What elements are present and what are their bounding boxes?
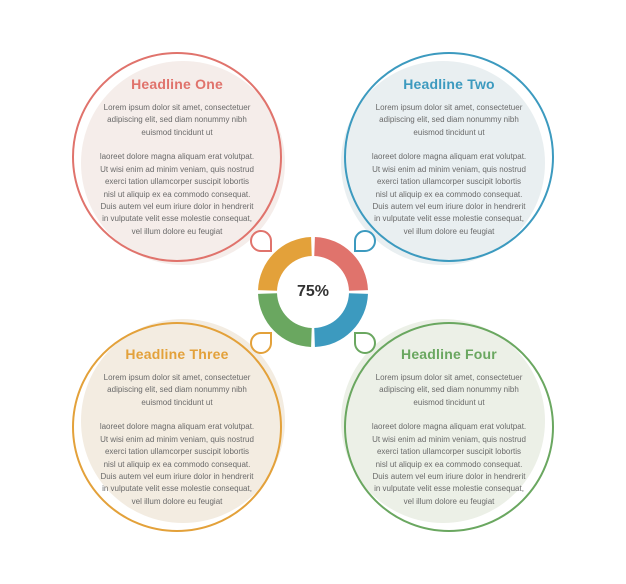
bubble-body: Lorem ipsum dolor sit amet, consectetuer…	[370, 102, 528, 238]
center-donut: 75%	[258, 237, 368, 347]
bubble-headline: Headline Two	[403, 76, 495, 92]
bubble-text: Headline One Lorem ipsum dolor sit amet, …	[72, 52, 282, 262]
bubble-headline: Headline Three	[125, 346, 228, 362]
bubble-text: Headline Two Lorem ipsum dolor sit amet, …	[344, 52, 554, 262]
infographic-stage: Headline One Lorem ipsum dolor sit amet, …	[0, 0, 626, 584]
bubble-body: Lorem ipsum dolor sit amet, consectetuer…	[98, 372, 256, 508]
bubble-headline: Headline Four	[401, 346, 497, 362]
bubble-two: Headline Two Lorem ipsum dolor sit amet, …	[344, 52, 554, 262]
bubble-three: Headline Three Lorem ipsum dolor sit amet…	[72, 322, 282, 532]
bubble-text: Headline Three Lorem ipsum dolor sit amet…	[72, 322, 282, 532]
donut-center-label: 75%	[258, 237, 368, 347]
bubble-one: Headline One Lorem ipsum dolor sit amet, …	[72, 52, 282, 262]
bubble-headline: Headline One	[131, 76, 223, 92]
bubble-body: Lorem ipsum dolor sit amet, consectetuer…	[98, 102, 256, 238]
bubble-body: Lorem ipsum dolor sit amet, consectetuer…	[370, 372, 528, 508]
bubble-text: Headline Four Lorem ipsum dolor sit amet,…	[344, 322, 554, 532]
bubble-four: Headline Four Lorem ipsum dolor sit amet,…	[344, 322, 554, 532]
